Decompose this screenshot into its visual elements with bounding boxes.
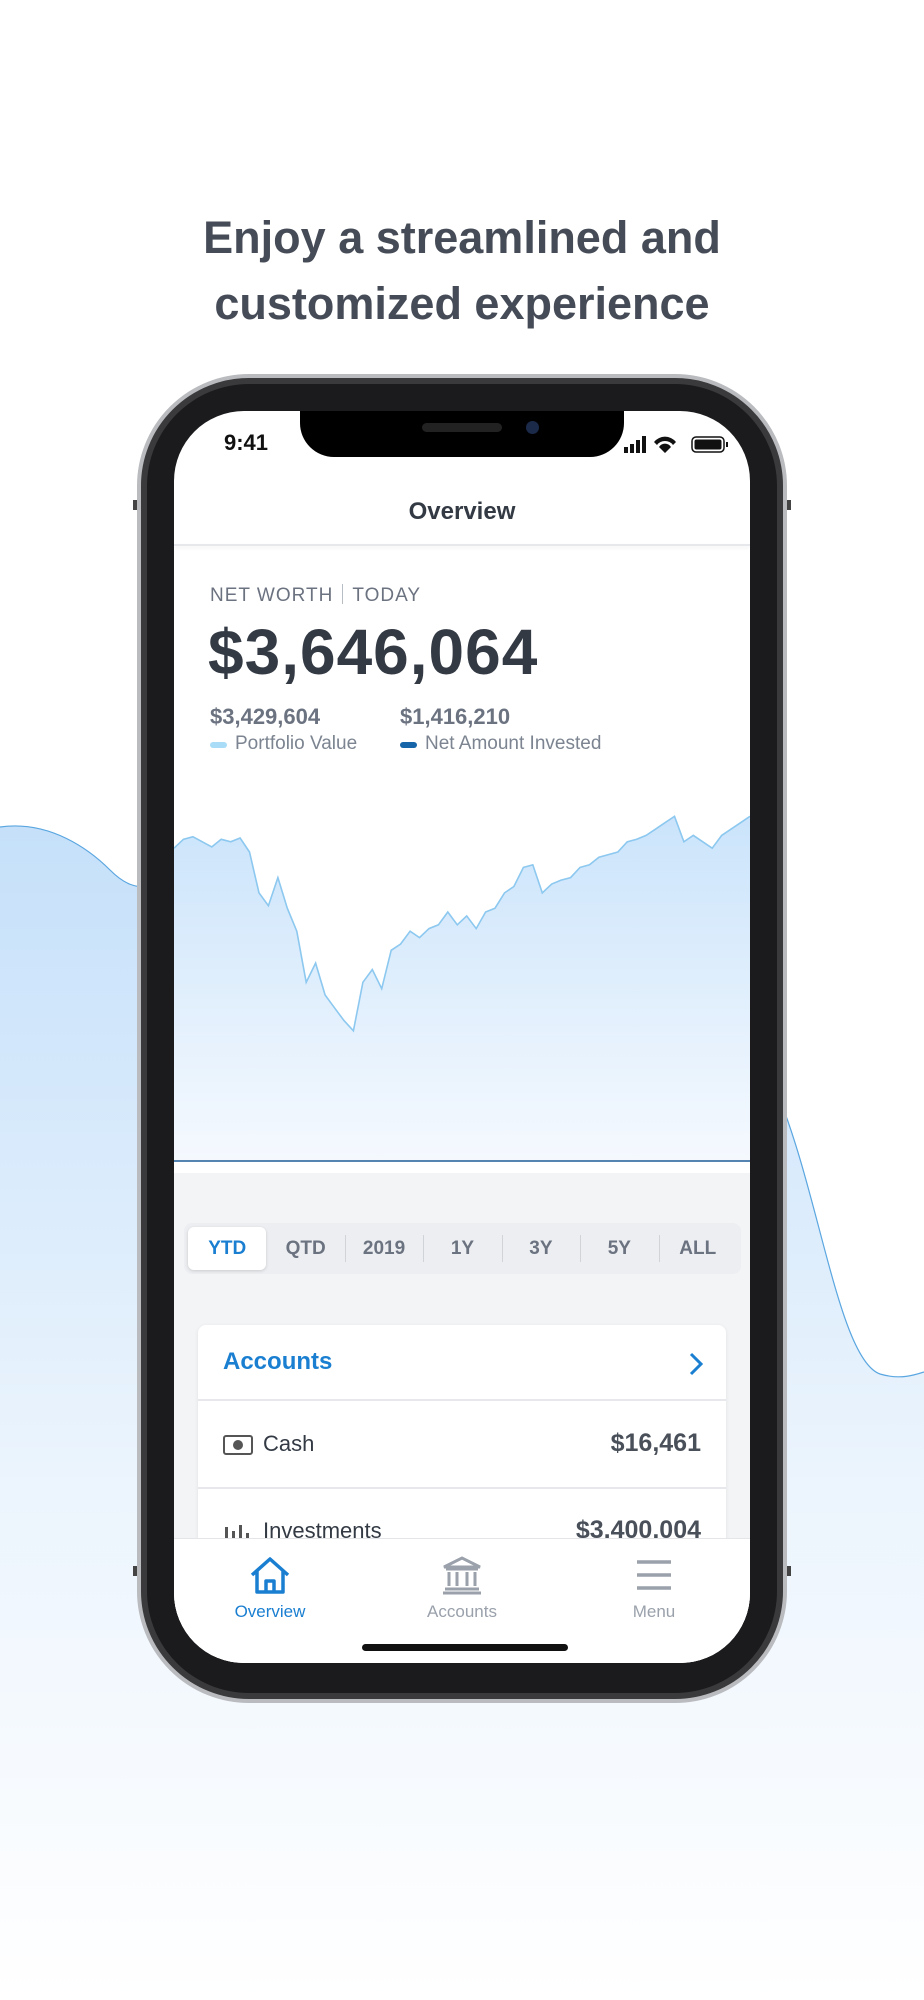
period-divider [423, 1235, 425, 1262]
speaker [422, 423, 502, 432]
side-button [783, 500, 791, 510]
period-divider [344, 1235, 346, 1262]
status-time: 9:41 [224, 430, 269, 455]
cash-icon [223, 1435, 253, 1455]
headline: Enjoy a streamlined and [203, 212, 721, 263]
period-option[interactable]: 5Y [607, 1238, 631, 1259]
value-line [174, 815, 750, 1033]
chevron[interactable] [688, 1352, 704, 1376]
home-indicator [362, 1644, 568, 1651]
investments-icon [225, 1525, 249, 1541]
summary-value: $3,429,604 [210, 704, 321, 729]
period-option[interactable]: QTD [285, 1238, 326, 1259]
legend-label: Net Amount Invested [425, 733, 602, 754]
accounts-title[interactable]: Accounts [223, 1348, 333, 1375]
bank-icon [443, 1556, 481, 1595]
notch [300, 411, 624, 457]
summary-value: $1,416,210 [400, 704, 511, 729]
tab-label: Accounts [427, 1602, 497, 1621]
tab[interactable]: Menu [558, 1539, 750, 1639]
legend-swatch [210, 742, 227, 748]
tab-label: Overview [234, 1602, 306, 1621]
screen-title: Overview [408, 498, 516, 525]
status-icons [624, 436, 728, 453]
separator [342, 584, 344, 604]
tab-label: Menu [632, 1602, 676, 1621]
period-option[interactable]: 1Y [450, 1238, 475, 1259]
home-icon [250, 1557, 290, 1594]
account-name[interactable]: Cash [263, 1431, 315, 1456]
net-worth-label: NET WORTH TODAY [210, 584, 421, 607]
headline: customized experience [214, 278, 710, 329]
tab[interactable]: Accounts [366, 1539, 558, 1639]
period-divider [580, 1235, 582, 1262]
period-divider [501, 1235, 503, 1262]
period-divider [658, 1235, 660, 1262]
period-option[interactable]: YTD [188, 1227, 267, 1270]
period-option[interactable]: 2019 [362, 1238, 406, 1259]
chart [174, 815, 750, 1162]
legend-swatch [400, 742, 417, 748]
divider [198, 1399, 726, 1401]
phone-screen: 9:41 Overview NET WORTH TODAY $3,646,064 … [174, 411, 750, 1663]
period: TODAY [352, 585, 422, 606]
net-worth-value: $3,646,064 [208, 616, 539, 688]
area-fill [174, 816, 750, 1161]
divider [198, 1487, 726, 1489]
label: NET WORTH [210, 585, 334, 606]
account-value[interactable]: $16,461 [610, 1429, 701, 1457]
legend-label: Portfolio Value [235, 733, 358, 754]
tab[interactable]: Overview [174, 1539, 366, 1639]
menu-icon [637, 1560, 671, 1590]
camera [526, 421, 539, 434]
header-divider [174, 544, 750, 546]
period-selector: YTD QTD 2019 1Y 3Y 5Y ALL [184, 1223, 741, 1274]
period-option[interactable]: ALL [679, 1238, 717, 1259]
side-button [783, 1566, 791, 1576]
period-option[interactable]: 3Y [529, 1238, 553, 1259]
